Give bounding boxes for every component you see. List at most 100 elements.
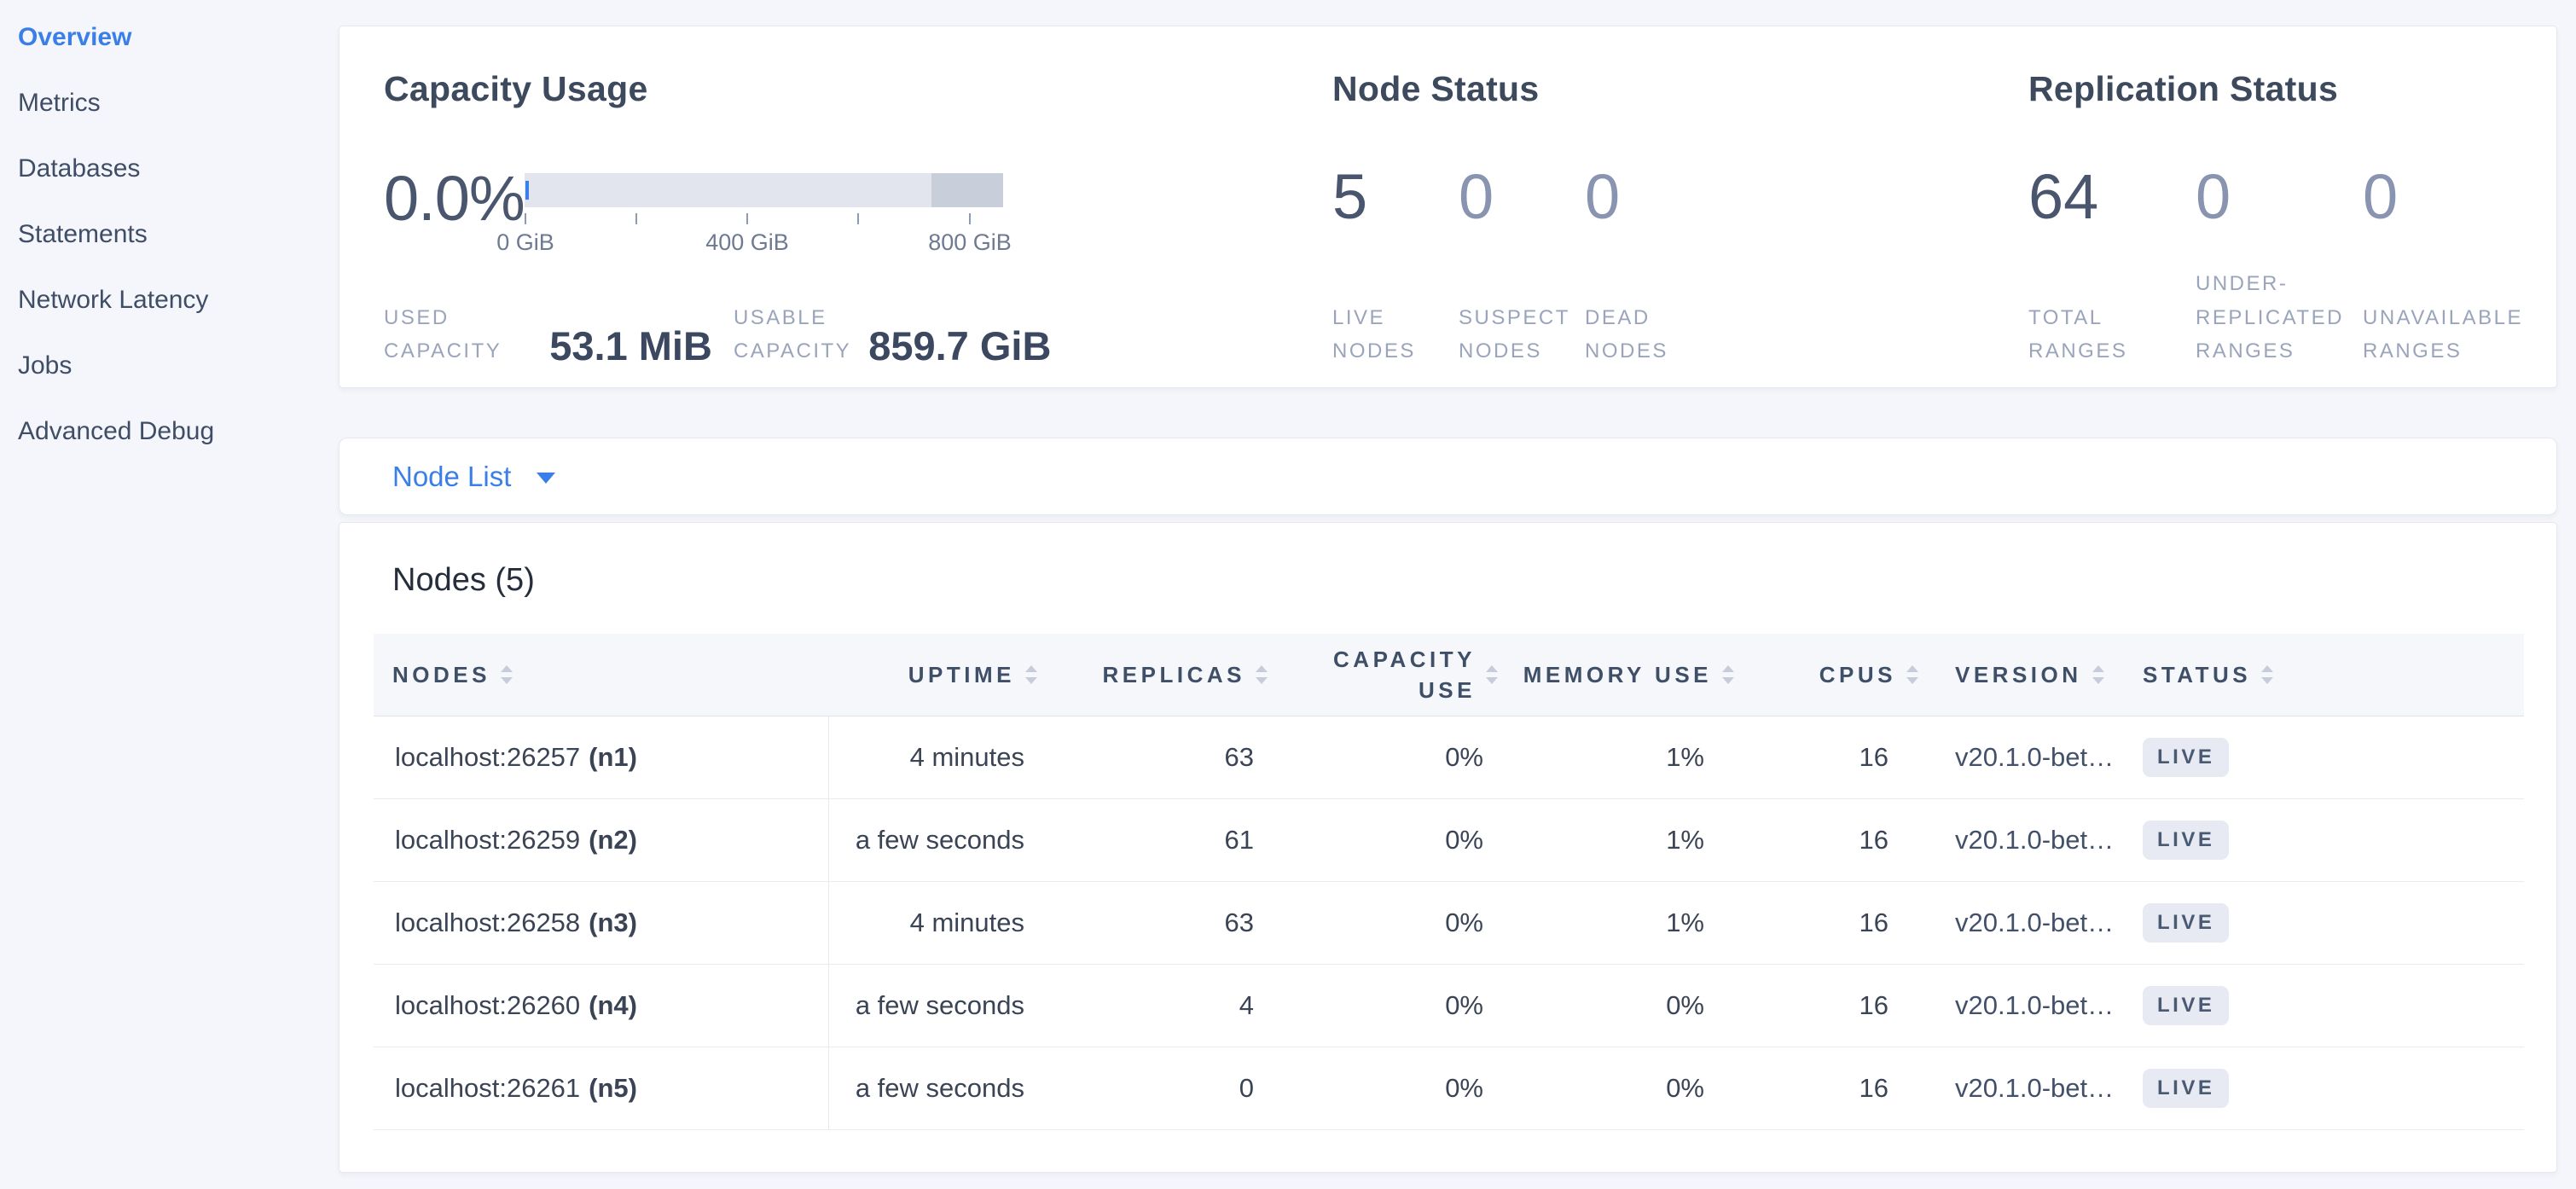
- unavailable-label-line1: UNAVAILABLE: [2363, 305, 2524, 329]
- dead-nodes-count: 0: [1585, 161, 1621, 232]
- status-badge: LIVE: [2143, 1069, 2230, 1108]
- sidebar-item-databases[interactable]: Databases: [18, 154, 141, 183]
- capacity-use-label-line2: USE: [1419, 677, 1476, 703]
- column-header-cpus[interactable]: CPUS: [1734, 662, 1918, 688]
- capacity-gauge-bar: [525, 173, 1003, 207]
- gauge-tick: [525, 213, 526, 224]
- used-capacity-value: 53.1 MiB: [549, 323, 712, 368]
- column-header-status[interactable]: STATUS: [2127, 662, 2524, 688]
- node-cell[interactable]: localhost:26257 (n1): [374, 742, 828, 773]
- sidebar-item-advanced-debug[interactable]: Advanced Debug: [18, 416, 215, 445]
- under-replicated-label-line1: UNDER-: [2196, 272, 2289, 296]
- column-label-memory-use: MEMORY USE: [1523, 661, 1712, 687]
- version-cell: v20.1.0-bet…: [1955, 1073, 2115, 1103]
- node-id: (n2): [589, 825, 637, 855]
- cluster-summary-card: Capacity Usage 0.0% 0 GiB 400 GiB 800 Gi…: [339, 26, 2557, 388]
- replicas-cell: 4: [1239, 990, 1254, 1020]
- live-nodes-count: 5: [1332, 161, 1368, 232]
- sidebar-item-jobs[interactable]: Jobs: [18, 351, 73, 380]
- uptime-cell: 4 minutes: [909, 742, 1024, 772]
- status-badge: LIVE: [2143, 738, 2230, 777]
- under-replicated-ranges-label: UNDER- REPLICATED RANGES: [2196, 267, 2363, 368]
- version-cell: v20.1.0-bet…: [1955, 908, 2115, 937]
- column-label-replicas: REPLICAS: [1102, 661, 1245, 687]
- memory-use-cell: 0%: [1666, 1073, 1704, 1103]
- node-id: (n5): [589, 1073, 637, 1103]
- column-header-memory-use[interactable]: MEMORY USE: [1498, 662, 1734, 688]
- status-badge: LIVE: [2143, 986, 2230, 1025]
- capacity-used-marker-icon: [525, 181, 529, 200]
- sort-icon: [1256, 665, 1268, 684]
- column-header-version[interactable]: VERSION: [1918, 662, 2127, 688]
- unavailable-ranges-label: UNAVAILABLE RANGES: [2363, 301, 2530, 368]
- table-row[interactable]: localhost:26257 (n1) 4 minutes 63 0% 1% 1…: [374, 716, 2524, 799]
- total-ranges-label-line1: TOTAL: [2028, 305, 2103, 329]
- sidebar-item-metrics[interactable]: Metrics: [18, 88, 101, 117]
- cpus-cell: 16: [1859, 742, 1888, 772]
- node-cell[interactable]: localhost:26259 (n2): [374, 825, 828, 856]
- table-row[interactable]: localhost:26259 (n2) a few seconds 61 0% …: [374, 799, 2524, 882]
- table-row[interactable]: localhost:26261 (n5) a few seconds 0 0% 0…: [374, 1047, 2524, 1130]
- replication-labels: TOTAL RANGES UNDER- REPLICATED RANGES UN…: [2028, 267, 2530, 368]
- capacity-usage-title: Capacity Usage: [384, 69, 648, 108]
- node-status-title: Node Status: [1332, 69, 1540, 108]
- sort-icon: [2261, 665, 2274, 684]
- nodes-table-card: Nodes (5) NODES UPTIME REPLICAS CAPACITY…: [339, 522, 2557, 1173]
- column-header-capacity-use[interactable]: CAPACITY USE: [1268, 644, 1498, 706]
- node-address[interactable]: localhost:26261: [395, 1073, 581, 1103]
- capacity-use-cell: 0%: [1445, 990, 1483, 1020]
- replicas-cell: 63: [1224, 742, 1254, 772]
- used-capacity-label-line1: USED: [384, 305, 450, 329]
- sort-icon: [1906, 665, 1918, 684]
- live-nodes-label-line1: LIVE: [1332, 305, 1386, 329]
- suspect-nodes-label: SUSPECT NODES: [1459, 301, 1585, 368]
- unavailable-ranges-count: 0: [2363, 161, 2399, 232]
- node-address[interactable]: localhost:26260: [395, 990, 581, 1020]
- axis-label-mid: 400 GiB: [705, 229, 789, 255]
- node-address[interactable]: localhost:26259: [395, 825, 581, 855]
- dead-nodes-label-line1: DEAD: [1585, 305, 1651, 329]
- node-address[interactable]: localhost:26257: [395, 742, 581, 772]
- node-id: (n1): [589, 742, 637, 772]
- node-cell[interactable]: localhost:26261 (n5): [374, 1073, 828, 1104]
- total-ranges-label-line2: RANGES: [2028, 339, 2128, 363]
- used-capacity-label-line2: CAPACITY: [384, 339, 502, 363]
- capacity-axis-labels: 0 GiB 400 GiB 800 GiB: [496, 229, 1012, 257]
- node-list-dropdown[interactable]: Node List: [392, 460, 556, 493]
- capacity-gauge-reserved-segment: [931, 173, 1003, 207]
- usable-capacity-label-line1: USABLE: [733, 305, 827, 329]
- sort-icon: [1486, 665, 1498, 684]
- column-header-replicas[interactable]: REPLICAS: [1037, 662, 1268, 688]
- status-cell: LIVE: [2127, 738, 2524, 777]
- column-header-nodes[interactable]: NODES: [374, 662, 828, 688]
- memory-use-cell: 1%: [1666, 908, 1704, 937]
- status-cell: LIVE: [2127, 821, 2524, 860]
- nodes-section-title: Nodes (5): [392, 562, 535, 598]
- table-row[interactable]: localhost:26258 (n3) 4 minutes 63 0% 1% 1…: [374, 882, 2524, 965]
- nodes-table: NODES UPTIME REPLICAS CAPACITY USE MEMOR…: [374, 634, 2524, 1130]
- usable-capacity-label: USABLE CAPACITY: [734, 301, 851, 368]
- capacity-use-cell: 0%: [1445, 908, 1483, 937]
- usable-capacity-label-line2: CAPACITY: [733, 339, 852, 363]
- unavailable-label-line2: RANGES: [2363, 339, 2463, 363]
- column-header-uptime[interactable]: UPTIME: [828, 662, 1037, 688]
- version-cell: v20.1.0-bet…: [1955, 825, 2115, 855]
- gauge-tick: [635, 213, 637, 224]
- live-nodes-label: LIVE NODES: [1332, 301, 1459, 368]
- table-row[interactable]: localhost:26260 (n4) a few seconds 4 0% 0…: [374, 965, 2524, 1047]
- node-cell[interactable]: localhost:26258 (n3): [374, 908, 828, 938]
- node-status-numbers: 5 0 0: [1332, 165, 1711, 229]
- node-address[interactable]: localhost:26258: [395, 908, 581, 937]
- sort-icon: [500, 665, 513, 684]
- sidebar-item-overview[interactable]: Overview: [18, 22, 132, 51]
- node-list-dropdown-label: Node List: [392, 460, 512, 492]
- sidebar-item-statements[interactable]: Statements: [18, 219, 148, 248]
- capacity-stats-row: USED CAPACITY 53.1 MiB USABLE CAPACITY 8…: [384, 301, 1051, 368]
- node-cell[interactable]: localhost:26260 (n4): [374, 990, 828, 1021]
- column-divider: [828, 716, 829, 1130]
- sidebar-item-network-latency[interactable]: Network Latency: [18, 285, 209, 314]
- memory-use-cell: 0%: [1666, 990, 1704, 1020]
- uptime-cell: 4 minutes: [909, 908, 1024, 937]
- total-ranges-count: 64: [2028, 161, 2099, 232]
